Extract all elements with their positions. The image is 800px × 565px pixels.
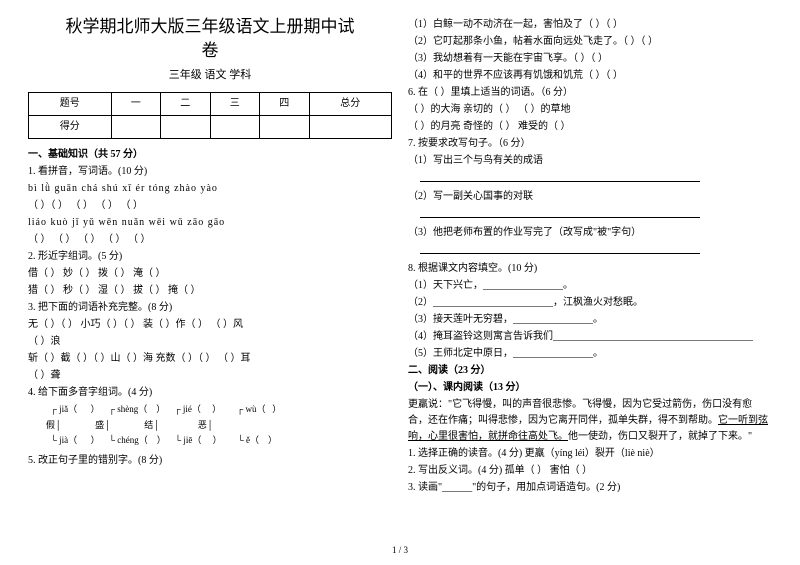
q4-line1: ┌ jiǎ（ ） ┌ shèng（ ） ┌ jié（ ） ┌ wù（ ） <box>28 402 392 416</box>
cell <box>210 116 260 139</box>
title-line2: 卷 <box>202 41 219 60</box>
right-column: （1）白鲸一动不动济在一起，害怕及了（ ）（ ） （2）它叮起那条小鱼，帖着水面… <box>400 17 780 560</box>
cell: 四 <box>260 93 310 116</box>
q1-pinyin1: bì lǜ guān chá shú xī ér tóng zhào yào <box>28 181 392 197</box>
q6-line1: （ ）的大海 亲切的（ ） （ ）的草地 <box>408 102 772 118</box>
q7-2: （2）写一副关心国事的对联 <box>408 189 772 205</box>
section2-header: 二、阅读（23 分） <box>408 363 772 379</box>
blank-line <box>408 206 772 224</box>
r-q1: 1. 选择正确的读音。(4 分) 更羸（yíng léi）裂开（liè niè） <box>408 446 772 462</box>
q4-line2: 假│ 盛│ 结│ 恶│ <box>28 418 392 432</box>
reading-paragraph: 更羸说："它飞得慢，叫的声音很悲惨。飞得慢，因为它受过箭伤，伤口没有愈合，还在作… <box>408 397 772 445</box>
q3-line4: （ ）聋 <box>28 368 392 384</box>
r-q2: 2. 写出反义词。(4 分) 孤单（ ） 害怕（ ） <box>408 463 772 479</box>
page-number: 1 / 3 <box>0 543 800 557</box>
cell <box>260 116 310 139</box>
q8-3: （3）接天莲叶无穷碧，________________。 <box>408 312 772 328</box>
q5-4: （4）和平的世界不应该再有饥饿和饥荒（ ）（ ） <box>408 68 772 84</box>
cell <box>309 116 392 139</box>
q5-3: （3）我幼想着有一天能在宇宙飞享。（ ）（ ） <box>408 51 772 67</box>
q1-blanks1: （ ）（ ） （ ） （ ） （ ） <box>28 198 392 214</box>
cell <box>161 116 211 139</box>
r-q3: 3. 读画"______"的句子，用加点词语造句。(2 分) <box>408 480 772 496</box>
cell: 三 <box>210 93 260 116</box>
blank-line <box>408 170 772 188</box>
q7-title: 7. 按要求改写句子。（6 分） <box>408 136 772 152</box>
table-row: 题号 一 二 三 四 总分 <box>29 93 392 116</box>
q2-line1: 借（ ） 妙（ ） 拨（ ） 淹（ ） <box>28 266 392 282</box>
score-table: 题号 一 二 三 四 总分 得分 <box>28 92 392 139</box>
q3-title: 3. 把下面的词语补充完整。(8 分) <box>28 300 392 316</box>
q3-line2: （ ）浪 <box>28 334 392 350</box>
q1-blanks2: （ ） （ ） （ ） （ ） （ ） <box>28 232 392 248</box>
cell: 二 <box>161 93 211 116</box>
section2-sub: （一）、课内阅读（13 分） <box>408 380 772 396</box>
subtitle: 三年级 语文 学科 <box>28 67 392 85</box>
q7-1: （1）写出三个与鸟有关的成语 <box>408 153 772 169</box>
q8-1: （1）天下兴亡，________________。 <box>408 278 772 294</box>
q2-title: 2. 形近字组词。(5 分) <box>28 249 392 265</box>
q5-2: （2）它叮起那条小鱼，帖着水面向远处飞走了。（ ）（ ） <box>408 34 772 50</box>
q5-title: 5. 改正句子里的错别字。(8 分) <box>28 453 392 469</box>
section1-header: 一、基础知识（共 57 分） <box>28 147 392 163</box>
q5-1: （1）白鲸一动不动济在一起，害怕及了（ ）（ ） <box>408 17 772 33</box>
q3-line1: 无（ ）（ ） 小巧（ ）（ ） 装（ ）作（ ） （ ）风 <box>28 317 392 333</box>
reading-text2: 他一使劲，伤口又裂开了，就掉了下来。" <box>568 431 752 442</box>
q8-title: 8. 根据课文内容填空。(10 分) <box>408 261 772 277</box>
q6-line2: （ ）的月亮 奇怪的（ ） 难受的（ ） <box>408 119 772 135</box>
blank-line <box>408 242 772 260</box>
q8-5: （5）王师北定中原日，________________。 <box>408 346 772 362</box>
table-row: 得分 <box>29 116 392 139</box>
q1-pinyin2: liáo kuò jǐ yǔ wēn nuǎn wēi wǔ zāo gāo <box>28 215 392 231</box>
q3-line3: 斩（ ）截（ ）（ ）山（ ）海 充数（ ）（ ） （ ）耳 <box>28 351 392 367</box>
q8-2: （2）________________________，江枫渔火对愁眠。 <box>408 295 772 311</box>
left-column: 秋学期北师大版三年级语文上册期中试 卷 三年级 语文 学科 题号 一 二 三 四… <box>20 15 400 560</box>
q4-title: 4. 给下面多音字组词。(4 分) <box>28 385 392 401</box>
q4-line3: └ jià（ ） └ chéng（ ） └ jiē（ ） └ ě（ ） <box>28 433 392 447</box>
q1-title: 1. 看拼音，写词语。(10 分) <box>28 164 392 180</box>
cell: 一 <box>111 93 161 116</box>
q6-title: 6. 在（ ）里填上适当的词语。（6 分） <box>408 85 772 101</box>
q7-3: （3）他把老师布置的作业写完了（改写成"被"字句） <box>408 225 772 241</box>
cell: 得分 <box>29 116 112 139</box>
q8-4: （4）掩耳盗铃这则寓言告诉我们_________________________… <box>408 329 772 345</box>
title-line1: 秋学期北师大版三年级语文上册期中试 <box>66 17 355 36</box>
cell: 总分 <box>309 93 392 116</box>
q2-line2: 猎（ ） 秒（ ） 湿（ ） 拔（ ） 掩（ ） <box>28 283 392 299</box>
reading-text1: 更羸说："它飞得慢，叫的声音很悲惨。飞得慢，因为它受过箭伤，伤口没有愈合，还在作… <box>408 399 752 426</box>
cell <box>111 116 161 139</box>
page-title: 秋学期北师大版三年级语文上册期中试 卷 <box>28 15 392 63</box>
cell: 题号 <box>29 93 112 116</box>
